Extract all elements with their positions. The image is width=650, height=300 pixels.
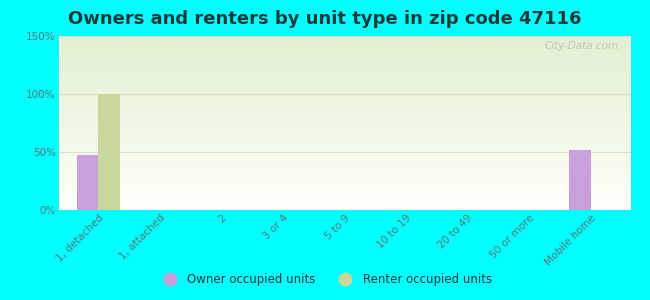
Legend: Owner occupied units, Renter occupied units: Owner occupied units, Renter occupied un…: [153, 269, 497, 291]
Text: City-Data.com: City-Data.com: [545, 41, 619, 51]
Bar: [77, 155, 99, 210]
Bar: [99, 94, 120, 210]
Bar: [569, 150, 590, 210]
Text: Owners and renters by unit type in zip code 47116: Owners and renters by unit type in zip c…: [68, 11, 582, 28]
